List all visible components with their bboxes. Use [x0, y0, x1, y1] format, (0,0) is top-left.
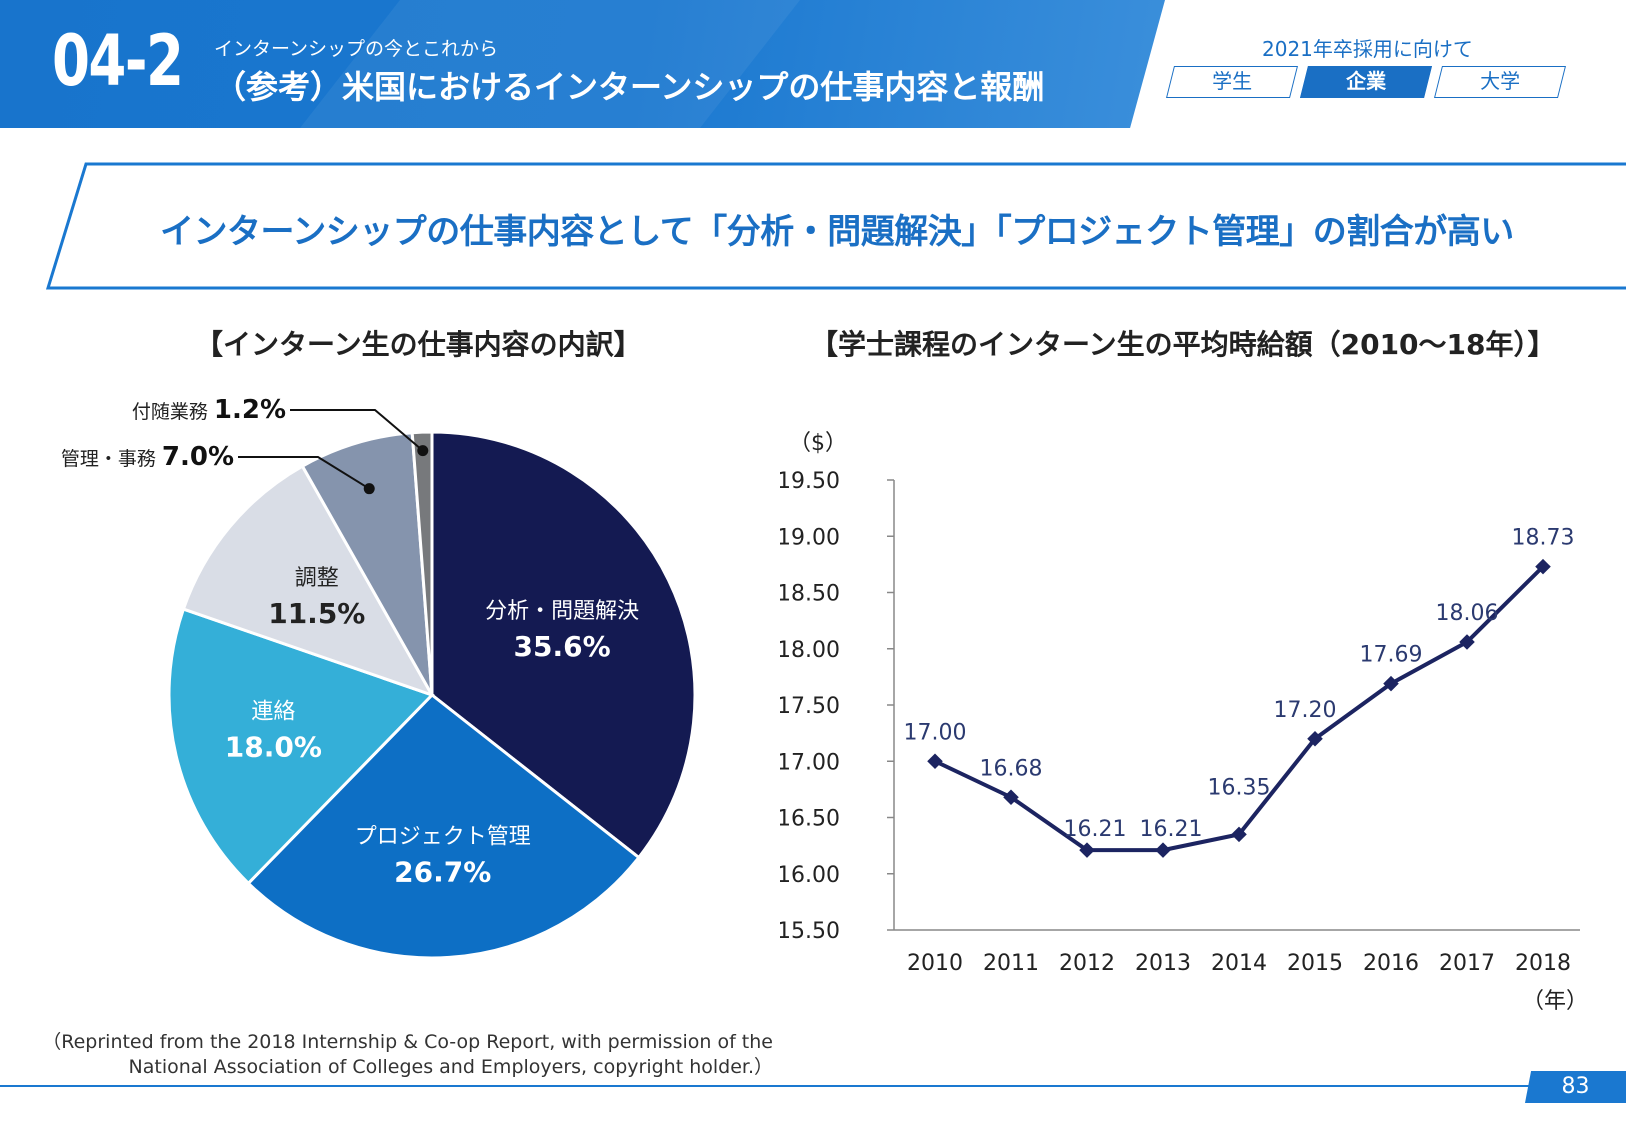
data-point — [1383, 675, 1399, 692]
data-point — [1079, 842, 1095, 858]
data-label: 16.21 — [1064, 817, 1127, 842]
pie-slice-name: 調整 — [295, 566, 339, 591]
data-point — [1307, 730, 1323, 747]
y-tick-label: 17.00 — [780, 750, 840, 775]
line-chart-title: 【学士課程のインターン生の平均時給額（2010～18年）】 — [810, 328, 1556, 361]
y-tick-label: 15.50 — [780, 919, 840, 944]
y-tick-label: 18.00 — [780, 638, 840, 663]
pie-outer-label: 付随業務 1.2% — [132, 395, 286, 425]
pie-slice-value: 11.5% — [268, 597, 365, 630]
pie-leader-line — [290, 409, 424, 452]
data-label: 16.21 — [1140, 817, 1203, 842]
data-label: 17.20 — [1274, 698, 1337, 723]
x-tick-label: 2014 — [1211, 951, 1267, 976]
pie-chart-title: 【インターン生の仕事内容の内訳】 — [195, 328, 642, 361]
data-point — [1535, 558, 1551, 575]
pie-slice-value: 26.7% — [394, 856, 491, 889]
pie-slice-name: 連絡 — [251, 700, 295, 725]
y-tick-label: 19.00 — [780, 525, 840, 550]
pie-slice — [430, 430, 697, 860]
pie-slice-value: 18.0% — [225, 731, 322, 764]
x-tick-label: 2015 — [1287, 951, 1343, 976]
section-number: 04-2 — [52, 20, 184, 102]
data-point — [1459, 634, 1475, 650]
pie-slice-value: 7.0% — [162, 442, 234, 472]
pie-leader-dot — [363, 483, 375, 495]
pie-chart: 分析・問題解決 35.6% プロジェクト管理 26.7% 連絡 18.0% 調整 11.5% 付… — [61, 395, 697, 960]
data-label: 16.68 — [980, 756, 1043, 781]
data-label: 18.73 — [1512, 526, 1575, 551]
data-point — [1231, 826, 1247, 843]
y-tick-label: 18.50 — [780, 582, 840, 607]
target-label: 2021年卒採用に向けて — [1262, 37, 1473, 61]
y-tick-label: 19.50 — [780, 469, 840, 494]
x-tick-label: 2013 — [1135, 951, 1191, 976]
page-number: 83 — [1525, 1071, 1626, 1103]
pie-slice — [167, 607, 435, 886]
pie-slice — [300, 431, 434, 696]
x-tick-label: 2016 — [1363, 951, 1419, 976]
pie-slice — [181, 464, 436, 698]
source-note: （Reprinted from the 2018 Internship & Co… — [42, 1031, 773, 1078]
data-point — [1155, 842, 1171, 858]
x-tick-label: 2012 — [1059, 951, 1115, 976]
header-banner — [0, 0, 1165, 128]
pie-outer-label: 管理・事務 7.0% — [61, 442, 234, 472]
data-label: 18.06 — [1436, 601, 1499, 626]
page-title: （参考）米国におけるインターンシップの仕事内容と報酬 — [214, 68, 1045, 106]
pie-slice-value: 1.2% — [214, 395, 286, 425]
pie-slice-name: 付随業務 — [132, 401, 214, 423]
y-tick-label: 17.50 — [780, 694, 840, 719]
x-axis-unit: （年） — [1522, 989, 1588, 1014]
data-label: 17.69 — [1360, 643, 1423, 668]
y-tick-label: 16.50 — [780, 807, 840, 832]
pie-slice-name: プロジェクト管理 — [355, 825, 531, 850]
pie-slice-value: 35.6% — [514, 630, 611, 663]
x-tick-label: 2018 — [1515, 951, 1571, 976]
data-label: 16.35 — [1208, 775, 1271, 800]
headline: インターンシップの仕事内容として「分析・問題解決」「プロジェクト管理」の割合が高… — [160, 212, 1514, 252]
y-tick-label: 16.00 — [780, 863, 840, 888]
x-tick-label: 2017 — [1439, 951, 1495, 976]
pie-leader-dot — [417, 445, 429, 457]
section-subtitle: インターンシップの今とこれから — [214, 38, 499, 60]
pie-slice-name: 分析・問題解決 — [485, 599, 639, 624]
headline-frame — [45, 162, 1626, 290]
pie-slice — [246, 692, 641, 960]
x-tick-label: 2010 — [907, 951, 963, 976]
pie-slice — [410, 430, 434, 696]
data-point — [927, 753, 943, 770]
pie-leader-line — [238, 456, 370, 490]
y-axis-unit: （$） — [789, 431, 847, 456]
x-tick-label: 2011 — [983, 951, 1039, 976]
pie-slice-name: 管理・事務 — [61, 448, 162, 470]
data-label: 17.00 — [904, 720, 967, 745]
line-chart: 15.50 16.00 16.50 17.00 17.50 18.00 18.50 19.00… — [780, 431, 1588, 1014]
footer-divider — [0, 1085, 1626, 1087]
